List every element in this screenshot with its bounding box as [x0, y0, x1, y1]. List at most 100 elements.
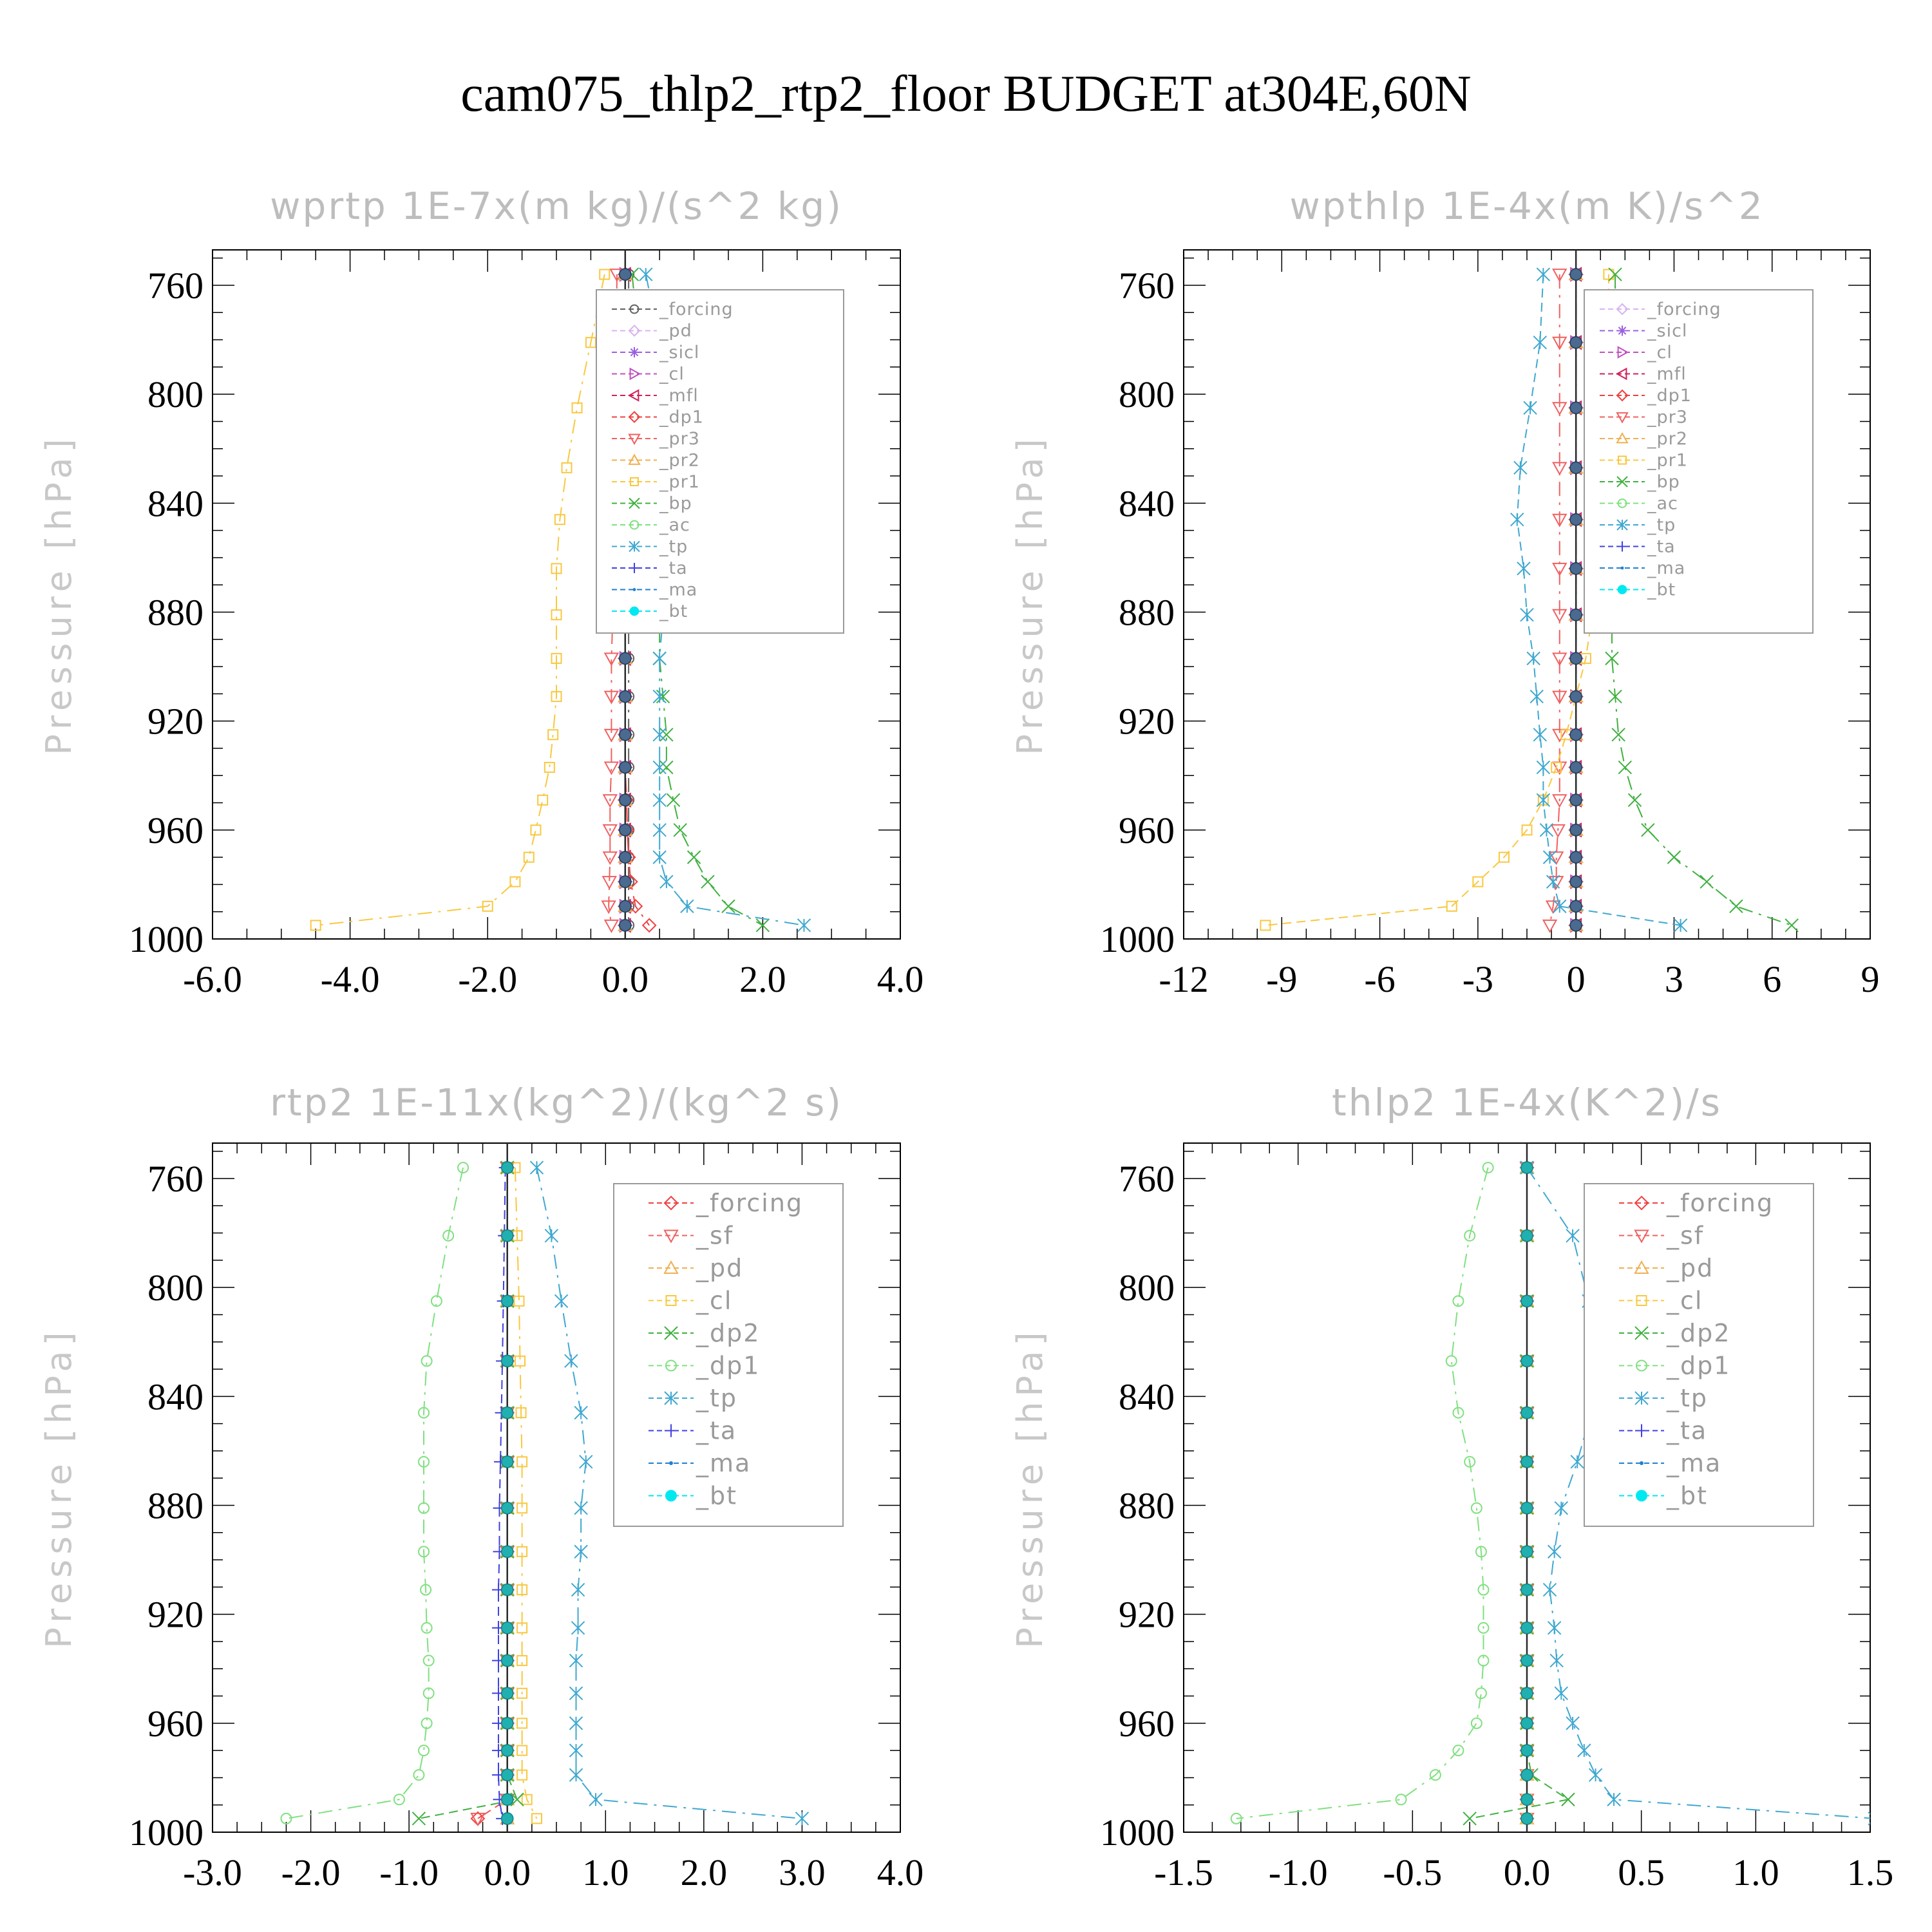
- series-pr1: [310, 269, 611, 931]
- data-point: [500, 1744, 514, 1757]
- data-point: [418, 1455, 430, 1468]
- legend-marker: [632, 588, 636, 591]
- data-point: [589, 1792, 603, 1806]
- x-tick-label: 1.5: [1847, 1852, 1894, 1893]
- data-point: [420, 1584, 432, 1596]
- data-point: [601, 876, 617, 890]
- x-tick-label: -1.5: [1154, 1852, 1213, 1893]
- data-point: [602, 794, 618, 808]
- x-tick-label: -3.0: [183, 1852, 242, 1893]
- data-point: [516, 1655, 528, 1667]
- data-point: [619, 652, 632, 665]
- data-point: [721, 899, 735, 913]
- data-point: [551, 691, 562, 703]
- data-point: [1552, 690, 1567, 705]
- legend-marker: [629, 497, 640, 509]
- data-point: [551, 609, 562, 621]
- y-tick-label: 880: [147, 591, 204, 633]
- data-point: [1546, 875, 1560, 889]
- data-point: [500, 1161, 514, 1174]
- data-point: [430, 1295, 442, 1307]
- panel-title: thlp2 1E-4x(K^2)/s: [1332, 1081, 1722, 1124]
- data-point: [1521, 824, 1533, 836]
- y-tick-label: 960: [147, 1703, 204, 1745]
- legend-label: _ma: [1647, 558, 1685, 578]
- data-point: [1520, 1793, 1533, 1806]
- data-point: [652, 760, 667, 775]
- data-point: [1667, 850, 1681, 864]
- data-point: [1552, 402, 1567, 416]
- data-point: [571, 1621, 585, 1635]
- legend-marker: [1616, 303, 1629, 316]
- legend-label: _dp2: [1666, 1319, 1730, 1347]
- data-point: [1536, 267, 1551, 281]
- data-point: [393, 1794, 405, 1806]
- y-tick-label: 840: [147, 482, 204, 524]
- series-cl: [509, 1162, 542, 1824]
- data-point: [1452, 1295, 1464, 1307]
- y-axis-label: Pressure [hPa]: [39, 433, 79, 755]
- legend-box: [1584, 289, 1814, 634]
- data-point: [516, 1622, 528, 1634]
- data-point: [1552, 269, 1567, 283]
- data-point: [1513, 460, 1528, 475]
- data-point: [1542, 850, 1557, 864]
- data-point: [1569, 513, 1582, 526]
- data-point: [551, 652, 562, 664]
- legend-marker: [628, 325, 641, 337]
- legend-label: _ma: [696, 1449, 751, 1477]
- legend-label: _sf: [696, 1222, 734, 1250]
- y-tick-label: 960: [1119, 1703, 1175, 1745]
- data-point: [1520, 1354, 1533, 1368]
- data-point: [500, 1622, 514, 1634]
- legend-label: _tp: [1647, 515, 1676, 535]
- legend-marker: [1634, 1391, 1649, 1405]
- data-point: [1530, 689, 1544, 704]
- data-point: [619, 824, 632, 837]
- data-point: [1627, 793, 1642, 808]
- x-tick-label: 9: [1861, 958, 1880, 1000]
- legend-label: _cl: [659, 365, 685, 384]
- legend-marker: [630, 477, 639, 486]
- data-point: [1395, 1794, 1407, 1806]
- data-point: [569, 1686, 583, 1701]
- legend-marker: [1616, 519, 1628, 531]
- series-tp: [529, 1160, 810, 1826]
- data-point: [619, 761, 632, 774]
- x-tick-label: -12: [1159, 958, 1208, 1000]
- data-point: [1618, 760, 1632, 775]
- legend-label: _sicl: [659, 343, 699, 363]
- legend-box: [613, 1183, 844, 1527]
- legend-marker: [1634, 1326, 1649, 1340]
- data-point: [544, 762, 555, 773]
- legend-marker: [1615, 367, 1627, 381]
- series-line: [497, 1168, 506, 1819]
- data-point: [1463, 1812, 1477, 1826]
- legend-label: _pr2: [659, 451, 700, 471]
- data-point: [531, 1813, 542, 1824]
- y-tick-label: 760: [147, 265, 204, 307]
- data-point: [1569, 461, 1582, 475]
- legend-marker: [1634, 1195, 1649, 1211]
- x-tick-label: 3: [1665, 958, 1683, 1000]
- legend-marker: [665, 1424, 677, 1437]
- y-axis-label: Pressure [hPa]: [1010, 433, 1050, 755]
- x-tick-label: 2.0: [681, 1852, 728, 1893]
- legend-marker: [663, 1195, 679, 1211]
- data-point: [1569, 608, 1582, 621]
- data-point: [585, 337, 596, 348]
- data-point: [1520, 1744, 1533, 1757]
- series-line: [1236, 1167, 1489, 1819]
- y-tick-label: 800: [1119, 1267, 1175, 1309]
- data-point: [1477, 1622, 1490, 1634]
- legend-label: _dp1: [659, 408, 704, 428]
- data-point: [551, 563, 562, 574]
- data-point: [619, 900, 632, 913]
- series-line: [316, 274, 605, 926]
- data-point: [639, 267, 653, 281]
- series-line: [286, 1167, 464, 1819]
- legend-label: _forcing: [696, 1189, 803, 1217]
- legend-label: _ta: [1666, 1417, 1707, 1445]
- data-point: [1477, 1584, 1490, 1596]
- legend-marker: [663, 1260, 679, 1274]
